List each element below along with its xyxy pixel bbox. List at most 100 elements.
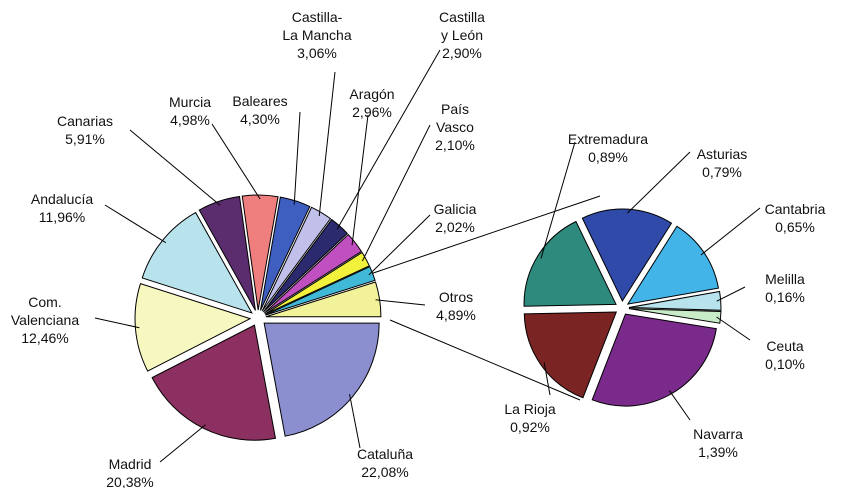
value-label: 0,10% <box>765 356 805 372</box>
value-label: 5,91% <box>65 131 105 147</box>
value-label: 20,38% <box>106 474 154 488</box>
value-label: 0,65% <box>775 219 815 235</box>
data-label: Galicia 2,02% <box>434 200 477 236</box>
category-label: Galicia <box>433 201 477 217</box>
value-label: 4,89% <box>436 307 476 323</box>
category-label: Madrid <box>108 456 152 472</box>
pie-slice <box>523 311 618 399</box>
pie-slice <box>265 281 382 318</box>
data-label: País Vasco 2,10% <box>435 100 475 154</box>
data-label: Aragón 2,96% <box>349 85 394 121</box>
category-label: Castilla- La Mancha <box>282 9 352 43</box>
pie-slice <box>265 266 376 316</box>
pie-slice <box>264 251 371 315</box>
data-label: Andalucía 11,96% <box>31 190 93 226</box>
data-label: Melilla 0,16% <box>765 270 805 306</box>
value-label: 11,96% <box>38 209 86 225</box>
leader-line <box>700 207 761 256</box>
value-label: 2,02% <box>435 219 475 235</box>
pie-slice <box>141 211 253 314</box>
leader-line <box>349 393 361 449</box>
leader-line <box>368 214 431 276</box>
value-label: 0,92% <box>510 419 550 435</box>
value-label: 12,46% <box>21 330 69 346</box>
pie-slice <box>581 208 673 303</box>
value-label: 0,89% <box>588 149 628 165</box>
data-label: Extremadura 0,89% <box>568 130 648 166</box>
pie-slice <box>198 195 256 311</box>
category-label: Castilla y León <box>439 9 485 43</box>
data-label: Navarra 1,39% <box>693 425 743 461</box>
pie-slice <box>261 206 332 312</box>
leader-line <box>668 390 691 421</box>
value-label: 22,08% <box>361 464 409 480</box>
pie-slice <box>628 308 722 324</box>
category-label: Cataluña <box>356 446 414 462</box>
data-label: Cataluña 22,08% <box>357 445 413 481</box>
pie-slice <box>151 324 277 441</box>
leader-line <box>293 111 301 205</box>
category-label: Melilla <box>765 271 805 287</box>
category-label: La Rioja <box>504 401 556 417</box>
pie-slice <box>259 196 311 311</box>
value-label: 4,30% <box>240 111 280 127</box>
category-label: Murcia <box>168 94 212 110</box>
value-label: 4,98% <box>170 112 210 128</box>
leader-line <box>129 129 221 206</box>
data-label: Cantabria 0,65% <box>765 200 826 236</box>
leader-line <box>716 286 746 302</box>
category-label: Cantabria <box>764 201 826 217</box>
category-label: Aragón <box>349 86 395 102</box>
data-label: Madrid 20,38% <box>106 455 153 488</box>
pie-slice <box>591 313 717 407</box>
leader-line <box>336 49 441 230</box>
data-label: La Rioja 0,92% <box>504 400 555 436</box>
category-label: Canarias <box>56 113 114 129</box>
pie-slice <box>523 220 617 307</box>
leader-line <box>716 316 751 341</box>
category-label: Otros <box>438 289 474 305</box>
category-label: Baleares <box>232 93 288 109</box>
value-label: 0,16% <box>765 289 805 305</box>
data-label: Murcia 4,98% <box>169 93 211 129</box>
pie-slice <box>134 283 252 372</box>
pie-slice <box>262 218 349 313</box>
leader-line <box>361 124 431 262</box>
leader-line <box>159 424 206 463</box>
data-label: Castilla y León 2,90% <box>439 8 485 62</box>
leader-line <box>540 141 576 259</box>
category-label: Extremadura <box>567 131 649 147</box>
data-label: Asturias 0,79% <box>697 145 748 181</box>
leader-line <box>318 71 336 217</box>
pie-slice <box>241 194 279 311</box>
category-label: Asturias <box>696 146 748 162</box>
pie-slice <box>628 290 722 311</box>
value-label: 2,90% <box>442 45 482 61</box>
pie-slice <box>263 322 380 437</box>
data-label: Castilla- La Mancha 3,06% <box>282 8 351 62</box>
value-label: 0,79% <box>702 164 742 180</box>
leader-line <box>543 362 551 396</box>
value-label: 2,10% <box>435 137 475 153</box>
value-label: 1,39% <box>698 444 738 460</box>
value-label: 2,96% <box>352 104 392 120</box>
leader-line <box>211 123 261 200</box>
leader-line <box>104 204 167 244</box>
data-label: Canarias 5,91% <box>57 112 113 148</box>
category-label: Andalucía <box>30 191 94 207</box>
data-label: Com. Valenciana 12,46% <box>11 293 79 347</box>
leader-line <box>351 114 369 246</box>
category-label: Ceuta <box>766 338 804 354</box>
data-label: Baleares 4,30% <box>232 92 287 128</box>
category-label: País Vasco <box>436 101 474 135</box>
leader-line <box>626 151 691 214</box>
value-label: 3,06% <box>297 45 337 61</box>
category-label: Navarra <box>693 426 743 442</box>
leader-line <box>94 317 140 329</box>
data-label: Ceuta 0,10% <box>765 337 805 373</box>
category-label: Com. Valenciana <box>10 294 80 328</box>
leader-line <box>375 299 426 306</box>
pie-slice <box>263 233 363 314</box>
